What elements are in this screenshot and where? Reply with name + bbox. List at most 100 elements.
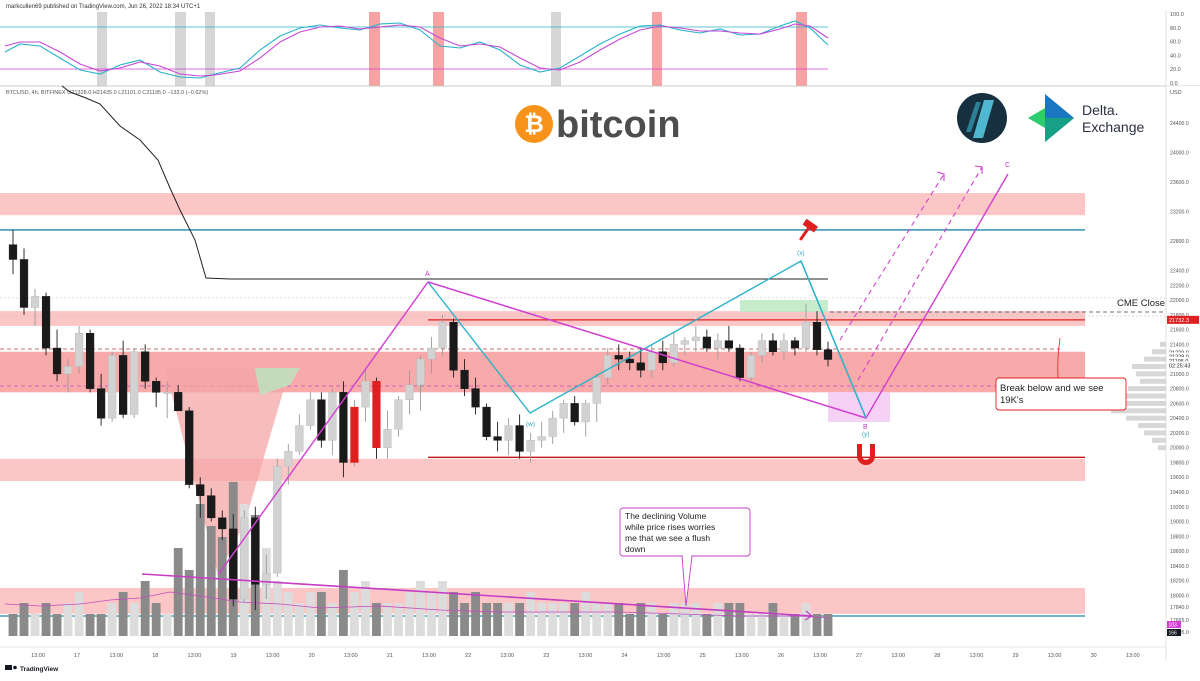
candle <box>130 348 139 419</box>
delta-exchange-logo: Delta. Exchange <box>1028 94 1144 142</box>
volume-bar <box>603 603 613 636</box>
candle <box>30 288 40 326</box>
price-badge-top <box>1167 315 1199 324</box>
volume-bar <box>316 592 326 636</box>
volume-bar <box>173 548 183 636</box>
candle <box>152 377 161 408</box>
volume-bar <box>294 603 304 636</box>
price-tick-label: 21000.0 <box>1170 372 1189 378</box>
osc-highlight <box>433 12 444 86</box>
volume-bar <box>372 603 381 636</box>
time-tick-label: 13:00 <box>813 653 827 659</box>
osc-highlight <box>551 12 561 86</box>
price-tick-label: 20600.0 <box>1170 401 1189 407</box>
time-tick-label: 13:00 <box>422 653 436 659</box>
stoch-rsi-pane: 100.0 80.0 60.0 40.0 20.0 0.0 <box>0 10 1200 87</box>
price-axis <box>1166 86 1200 660</box>
candle <box>713 333 722 360</box>
volume-bar <box>96 614 106 636</box>
time-tick-label: 19 <box>230 653 236 659</box>
candle <box>394 396 403 437</box>
candle <box>680 336 689 356</box>
wave-label-x: (x) <box>797 250 805 257</box>
candle <box>372 377 381 459</box>
volume-bar <box>724 603 734 636</box>
wave-label-y: (y) <box>862 431 870 438</box>
volume-bar <box>118 592 128 636</box>
osc-tick-label: 0.0 <box>1170 81 1178 87</box>
fib-zone-green <box>740 300 828 312</box>
delta-line2: Exchange <box>1082 119 1144 135</box>
candle <box>779 333 789 360</box>
candle <box>460 359 469 397</box>
volume-bar <box>272 581 282 636</box>
price-tick-label: 18000.0 <box>1170 593 1189 599</box>
candle <box>63 359 73 393</box>
candle <box>636 348 645 378</box>
candle <box>823 341 833 367</box>
osc-highlight <box>205 12 215 86</box>
volume-bar <box>757 614 767 636</box>
bitcoin-wordmark: bitcoin <box>556 104 681 146</box>
volume-callout-line4: down <box>625 544 646 554</box>
time-tick-label: 29 <box>1012 653 1018 659</box>
candle <box>515 414 524 459</box>
candle <box>504 418 513 456</box>
time-tick-label: 13:00 <box>109 653 123 659</box>
candle <box>526 432 535 463</box>
volume-bar <box>460 603 469 636</box>
fib-zone-red <box>165 368 290 575</box>
volume-bar <box>74 592 84 636</box>
price-tick-label: 23600.0 <box>1170 180 1189 186</box>
fib-zone-green <box>255 368 300 395</box>
volume-bar <box>647 603 657 636</box>
publisher-text: markcullen69 published on TradingView.co… <box>6 4 201 10</box>
candle <box>185 407 194 489</box>
price-tick-label: 18200.0 <box>1170 579 1189 585</box>
wave-label-w: (w) <box>526 421 535 428</box>
volume-bar <box>592 603 602 636</box>
candle <box>119 340 128 419</box>
time-tick-label: 13:00 <box>500 653 514 659</box>
time-tick-label: 13:00 <box>266 653 280 659</box>
candle <box>493 421 502 452</box>
supply-demand-zone <box>0 458 1085 481</box>
candle <box>207 488 216 522</box>
osc-tick-label: 20.0 <box>1170 67 1181 73</box>
candle <box>570 396 579 426</box>
volume-bar <box>350 592 359 636</box>
candle <box>691 325 700 352</box>
time-tick-label: 26 <box>778 653 784 659</box>
hammer-icon <box>799 218 819 241</box>
volume-badge-text: 103 <box>1169 623 1178 629</box>
cme-close-label: CME Close <box>1117 298 1165 309</box>
volume-badge <box>1167 621 1181 628</box>
price-tick-label: 21600.0 <box>1170 328 1189 334</box>
candle <box>812 311 822 356</box>
volume-bar <box>63 603 73 636</box>
time-tick-label: 20 <box>309 653 315 659</box>
tradingview-logo: TradingView <box>5 665 59 673</box>
time-tick-label: 13:00 <box>1048 653 1062 659</box>
candle <box>757 333 767 363</box>
candle <box>559 399 568 433</box>
time-tick-label: 13:00 <box>1126 653 1140 659</box>
candle <box>306 392 315 430</box>
time-tick-label: 23 <box>543 653 549 659</box>
stoch-d-line <box>4 23 829 77</box>
time-tick-label: 13:00 <box>657 653 671 659</box>
candle <box>163 381 172 419</box>
price-tick-label: 22000.0 <box>1170 298 1189 304</box>
candle <box>262 554 271 600</box>
volume-bar <box>779 614 789 636</box>
volume-bar <box>30 614 40 636</box>
volume-bar <box>449 592 458 636</box>
price-tick-label: 20000.0 <box>1170 446 1189 452</box>
volume-bar <box>537 603 547 636</box>
candle <box>8 229 18 275</box>
magnet-icon <box>857 444 875 465</box>
price-badge-countdown-text: 02:25:43 <box>1169 364 1190 370</box>
volume-bar <box>151 603 161 636</box>
candle <box>317 392 326 448</box>
candle <box>229 514 238 607</box>
